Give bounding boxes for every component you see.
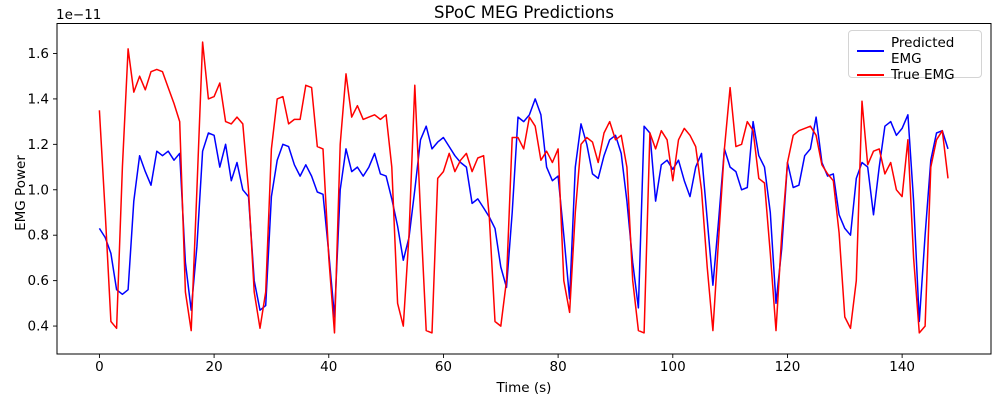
legend-item-true-emg: True EMG: [857, 67, 973, 83]
legend-line-swatch-true: [857, 74, 884, 76]
x-tick-label: 0: [95, 359, 104, 375]
legend-label-true: True EMG: [891, 67, 955, 83]
y-tick-label: 1.6: [28, 46, 49, 62]
legend-label-predicted: Predicted EMG: [891, 35, 955, 67]
series-line-true-emg: [98, 41, 949, 334]
y-tick-label: 1.0: [28, 182, 49, 198]
x-tick-label: 120: [775, 359, 801, 375]
chart-title: SPoC MEG Predictions: [434, 3, 614, 22]
y-axis-offset-label: 1e−11: [56, 7, 102, 23]
x-tick-label: 20: [206, 359, 223, 375]
x-tick-label: 80: [550, 359, 567, 375]
x-tick-label: 40: [320, 359, 337, 375]
axes-frame: [56, 23, 992, 355]
legend-item-predicted-emg: Predicted EMG: [857, 35, 973, 67]
series-line-predicted-emg: [98, 98, 949, 323]
legend-line-swatch-predicted: [857, 50, 884, 52]
y-tick-label: 0.6: [28, 273, 49, 289]
y-tick-label: 0.8: [28, 228, 49, 244]
y-tick-label: 1.4: [28, 91, 49, 107]
x-tick-label: 100: [660, 359, 686, 375]
x-tick-label: 140: [889, 359, 915, 375]
y-tick-label: 0.4: [28, 319, 49, 335]
y-axis-label: EMG Power: [13, 155, 29, 231]
x-tick-label: 60: [435, 359, 452, 375]
x-axis-label: Time (s): [496, 380, 552, 396]
legend: Predicted EMG True EMG: [848, 30, 982, 83]
y-tick-label: 1.2: [28, 137, 49, 153]
